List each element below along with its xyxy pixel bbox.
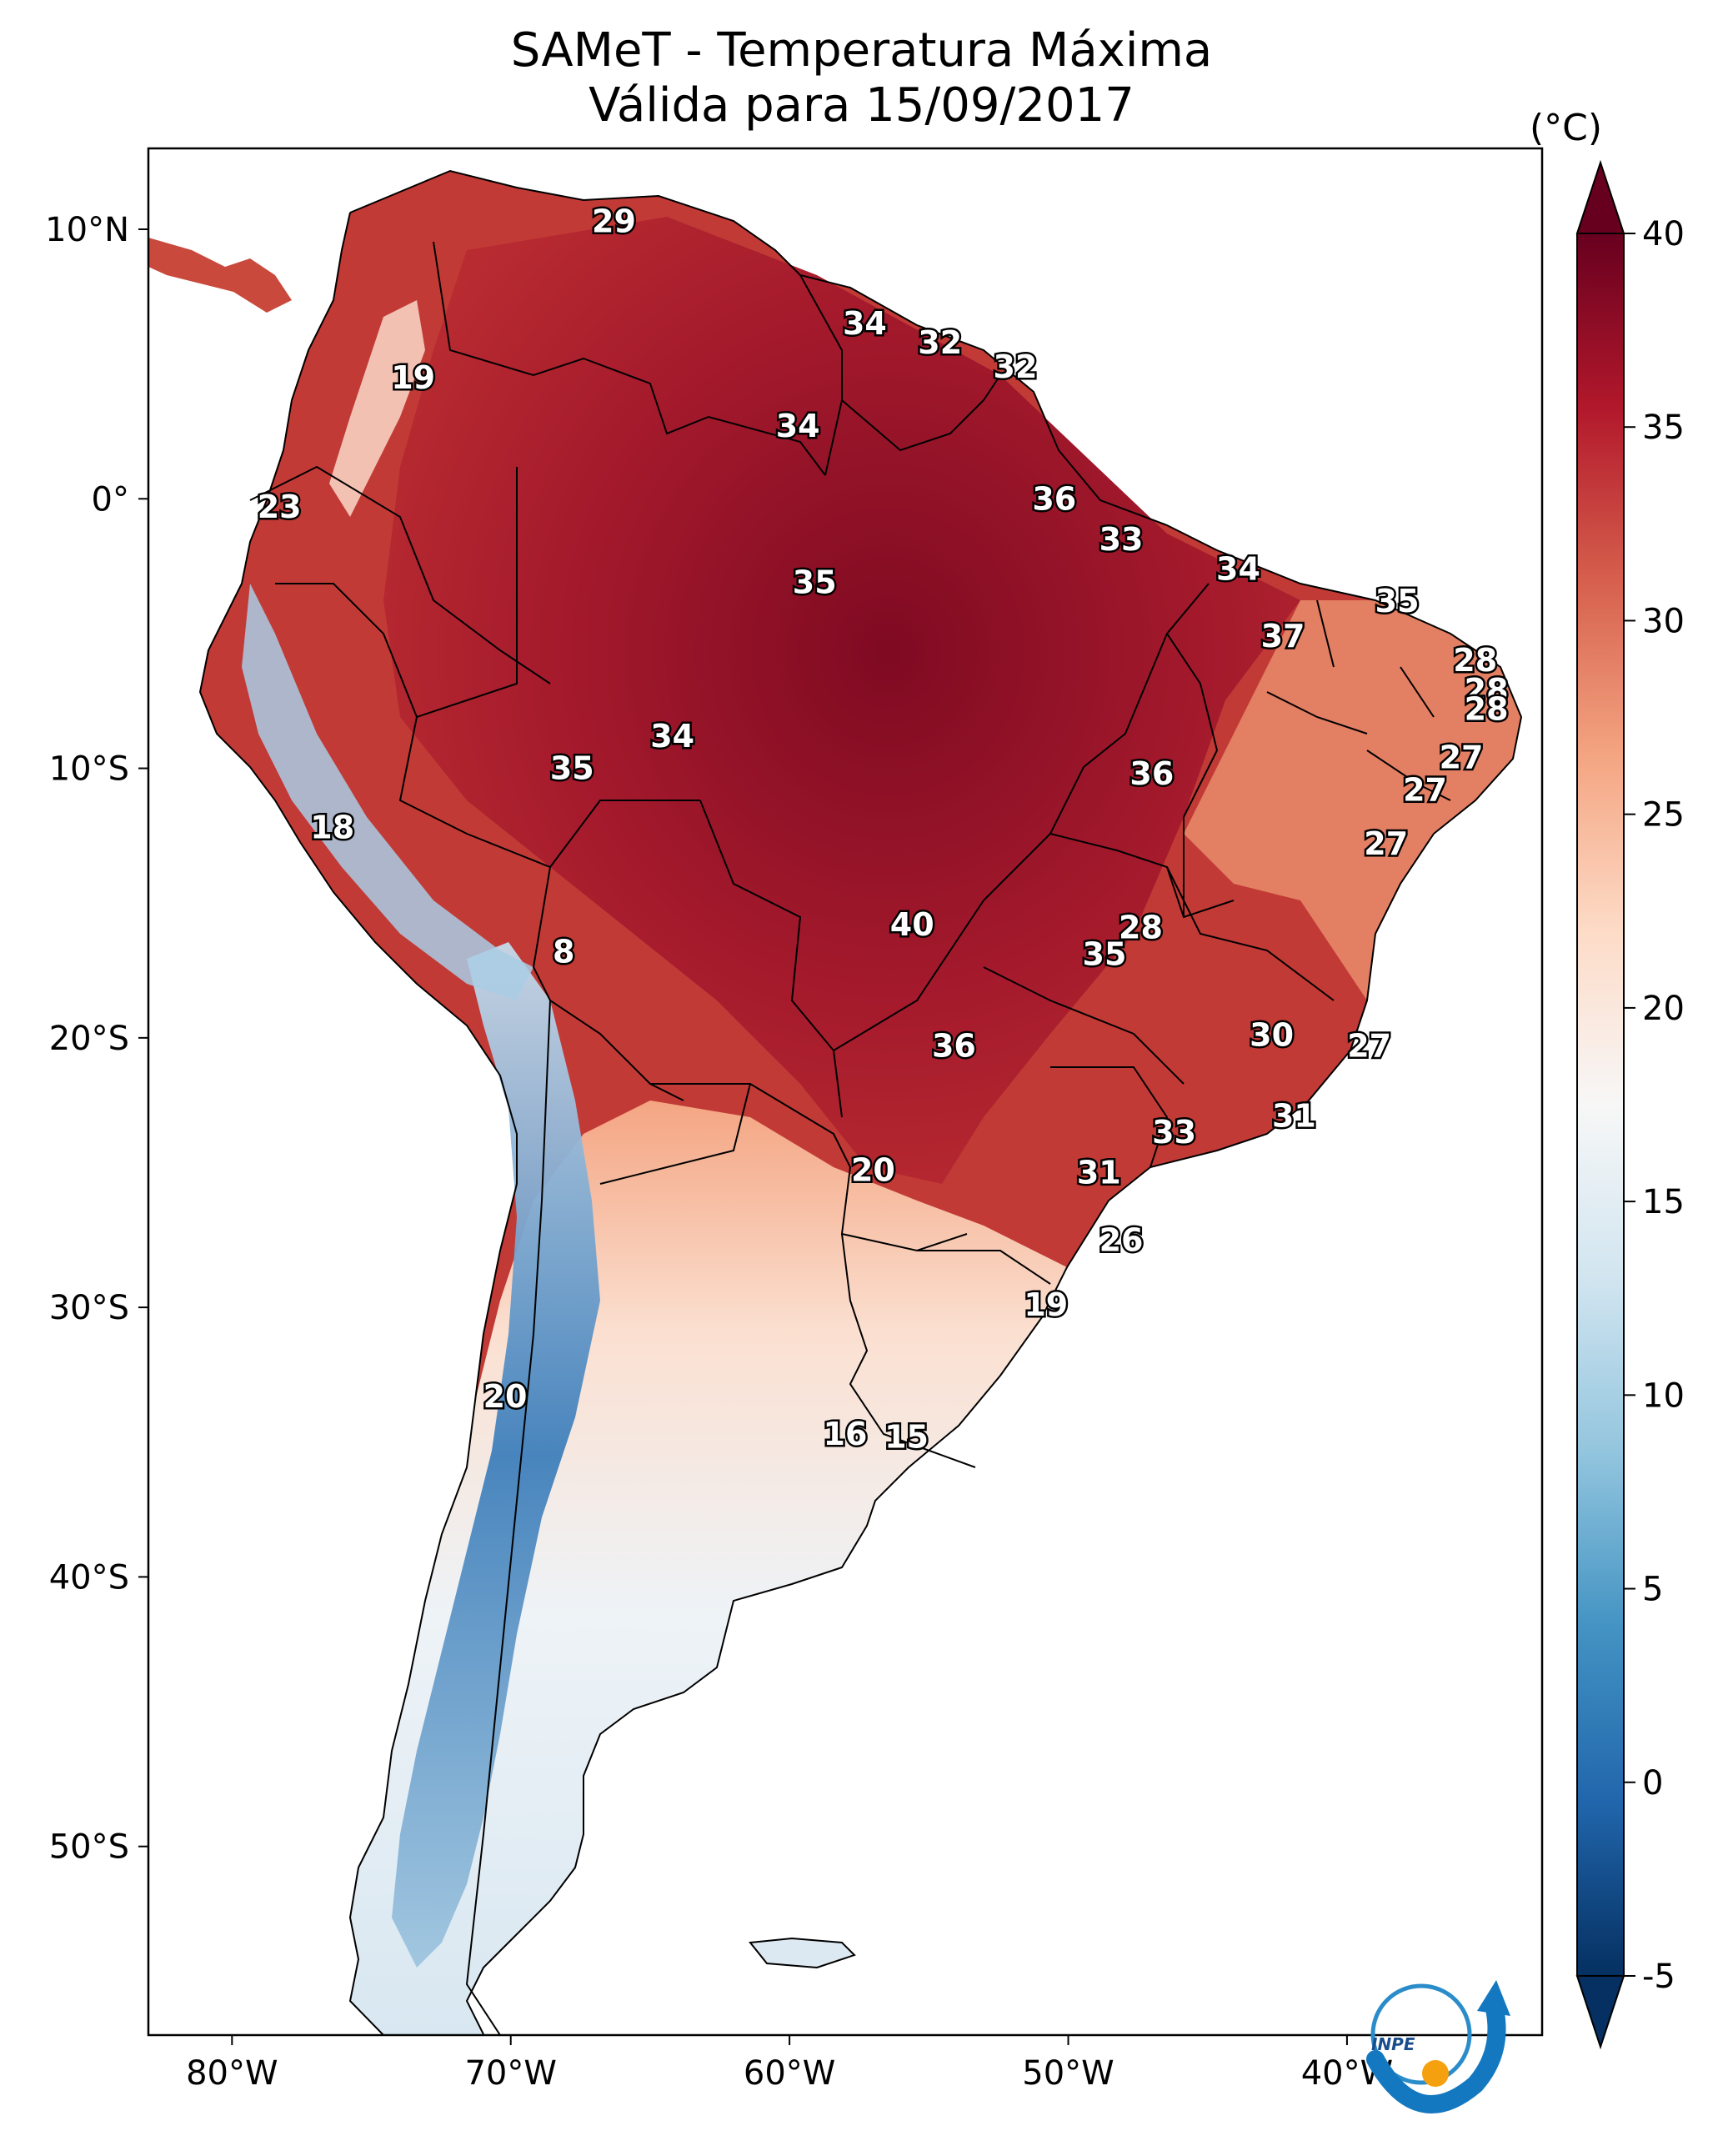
contour-label: 34 [843, 305, 887, 342]
colorbar-tick-label: 25 [1642, 796, 1685, 835]
lon-tick-label: 70°W [464, 2054, 556, 2093]
contour-label: 33 [1152, 1114, 1196, 1151]
colorbar-tick-label: 5 [1642, 1571, 1663, 1609]
colorbar-tick-label: -5 [1642, 1958, 1675, 1996]
contour-label: 28 [1119, 909, 1163, 945]
contour-label: 33 [1099, 521, 1144, 558]
contour-label: 34 [776, 408, 820, 444]
lat-tick-label: 0° [92, 480, 129, 519]
contour-label: 35 [793, 564, 837, 600]
colorbar-tick-label: 10 [1642, 1376, 1685, 1415]
map-title: SAMeT - Temperatura Máxima Válida para 1… [0, 23, 1723, 133]
lat-tick-label: 40°S [49, 1558, 129, 1597]
colombia-andes-cool [329, 300, 425, 517]
peru-highlands-cold [242, 584, 533, 1000]
logo-orbit-icon [1370, 1983, 1472, 2085]
longitude-axis: 80°W 70°W 60°W 50°W 40°W [186, 2035, 1393, 2093]
coastline [198, 169, 1523, 2035]
contour-label: 35 [1375, 583, 1420, 619]
contour-label: 32 [918, 324, 962, 361]
contour-label: 36 [1129, 755, 1174, 792]
contour-label: 20 [851, 1151, 895, 1188]
contour-label: 30 [1250, 1017, 1294, 1054]
colorbar-min-extension [1575, 1975, 1625, 2050]
falkland-islands [749, 1937, 856, 1969]
contour-label: 27 [1364, 825, 1408, 862]
contour-label: 28 [1453, 642, 1497, 679]
northeast-coastal-region [1184, 600, 1521, 1000]
contour-label: 36 [1032, 480, 1076, 517]
contour-label: 34 [650, 718, 694, 755]
contour-label: 28 [1465, 690, 1509, 727]
contour-label: 28 [1465, 672, 1509, 709]
inpe-logo [1366, 1980, 1510, 2113]
country-borders [249, 241, 1451, 2035]
colorbar-unit: (°C) [1530, 107, 1603, 149]
contour-label: 29 [592, 203, 636, 239]
title-line-1: SAMeT - Temperatura Máxima [510, 23, 1213, 78]
contour-label: 27 [1403, 771, 1447, 808]
lon-tick-label: 80°W [186, 2054, 278, 2093]
colorbar-tick-label: 20 [1642, 990, 1685, 1028]
contour-label: 36 [932, 1028, 976, 1065]
lon-tick-label: 50°W [1022, 2054, 1114, 2093]
lat-tick-label: 20°S [49, 1020, 129, 1058]
contour-label: 19 [391, 359, 435, 396]
contour-label: 16 [824, 1416, 868, 1452]
contour-label: 40 [890, 906, 934, 943]
colorbar-bar [1576, 233, 1625, 1977]
colorbar-max-extension [1575, 159, 1625, 234]
latitude-axis: 10°N 0° 10°S 20°S 30°S 40°S 50°S [45, 211, 148, 1867]
contour-label: 27 [1347, 1028, 1391, 1065]
lat-tick-label: 50°S [49, 1828, 129, 1867]
colorbar-ticks: 40 35 30 25 20 15 10 5 0 -5 [1624, 215, 1685, 1996]
andes-cold-band [392, 942, 600, 1968]
contour-label: 26 [1099, 1221, 1144, 1258]
lat-tick-label: 10°N [45, 211, 129, 249]
contour-label: 19 [1024, 1286, 1068, 1323]
central-america-landmass [148, 238, 292, 313]
contour-label: 15 [884, 1418, 929, 1455]
logo-text: INPE [1371, 2034, 1415, 2054]
lat-tick-label: 10°S [49, 750, 129, 789]
contour-label: 37 [1261, 618, 1305, 654]
colorbar-tick-label: 35 [1642, 409, 1685, 447]
colorbar-tick-label: 30 [1642, 602, 1685, 640]
title-line-2: Válida para 15/09/2017 [589, 78, 1134, 133]
contour-label: 34 [1216, 550, 1260, 587]
logo-arrow-icon [1477, 1980, 1510, 2016]
contour-label: 18 [310, 810, 354, 846]
colorbar-tick-label: 0 [1642, 1764, 1663, 1803]
lat-tick-label: 30°S [49, 1289, 129, 1327]
contour-label: 35 [550, 750, 594, 787]
logo-sun-icon [1422, 2060, 1449, 2087]
contour-label: 32 [994, 348, 1038, 385]
contour-label: 23 [258, 489, 302, 525]
contour-label: 31 [1077, 1154, 1121, 1191]
colorbar: 40 35 30 25 20 15 10 5 0 -5 [1575, 159, 1685, 2050]
colorbar-tick-label: 40 [1642, 215, 1685, 253]
contour-label: 35 [1083, 936, 1127, 973]
contour-label: 27 [1440, 740, 1484, 776]
colorbar-tick-label: 15 [1642, 1183, 1685, 1221]
contour-label: 8 [553, 933, 574, 970]
map-frame [147, 147, 1544, 2037]
contour-label: 20 [483, 1378, 528, 1415]
lon-tick-label: 60°W [744, 2054, 835, 2093]
contour-label: 31 [1272, 1098, 1316, 1135]
logo-swoosh-icon [1366, 1996, 1506, 2113]
hot-interior-region [383, 217, 1300, 1184]
